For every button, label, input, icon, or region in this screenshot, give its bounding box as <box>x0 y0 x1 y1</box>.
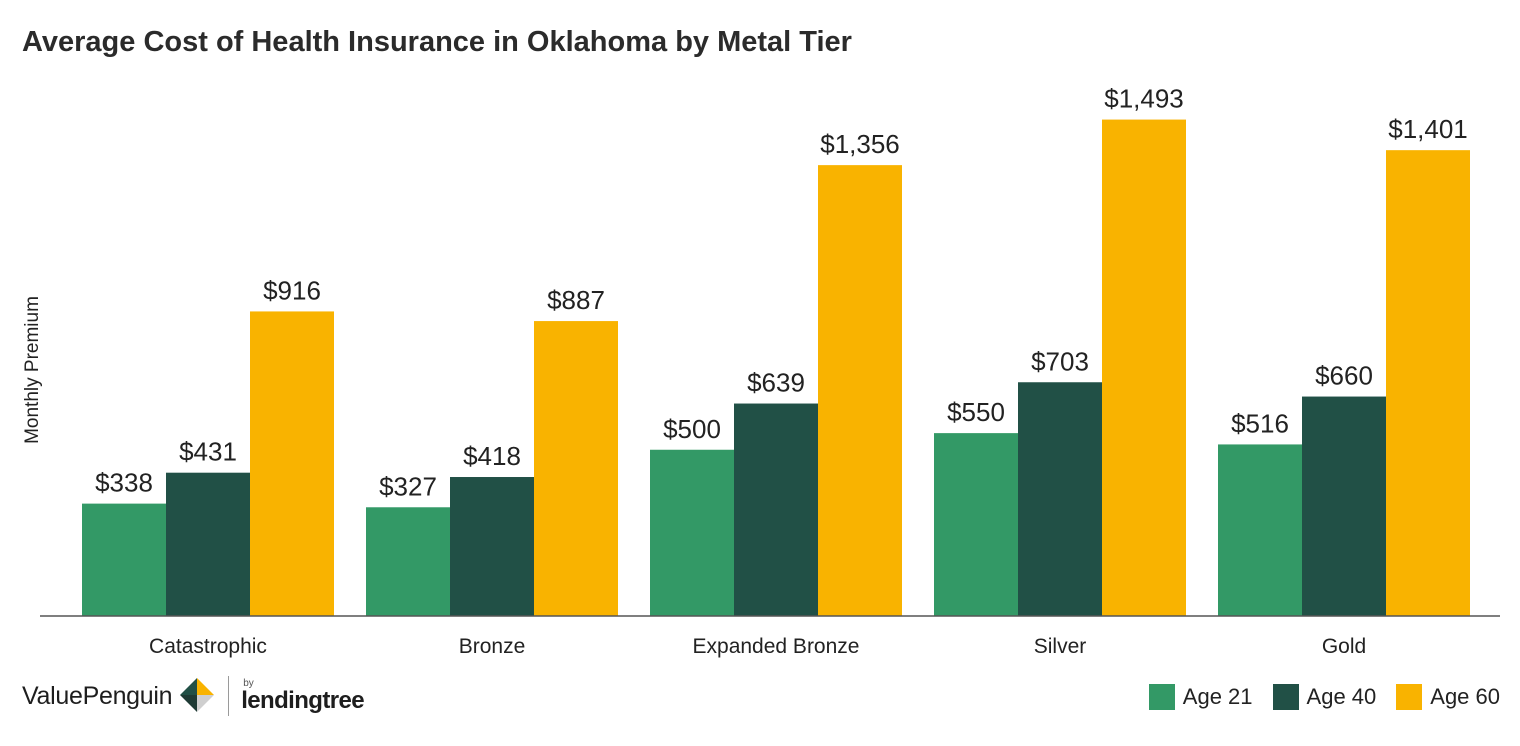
legend-label: Age 60 <box>1430 684 1500 709</box>
logo-divider <box>228 676 230 716</box>
legend-swatch <box>1396 684 1423 710</box>
legend-item: Age 40 <box>1272 684 1377 710</box>
bar-catastrophic-age-40 <box>166 472 250 616</box>
data-label: $418 <box>463 441 521 471</box>
data-label: $887 <box>547 285 605 315</box>
lendingtree-logo: by lendingtree <box>241 679 364 713</box>
bar-gold-age-60 <box>1386 150 1470 617</box>
bar-silver-age-60 <box>1102 119 1186 616</box>
data-label: $516 <box>1231 408 1289 438</box>
data-label: $660 <box>1315 361 1373 391</box>
data-label-group: $338 $431 $916 $327 $418 $887 $500 $639 $1,356 $5… <box>95 84 1468 502</box>
legend-item: Age 60 <box>1396 684 1500 710</box>
bar-group <box>82 119 1470 617</box>
bar-bronze-age-60 <box>534 321 618 616</box>
lendingtree-by: by <box>243 678 254 689</box>
chart-legend: Age 21 Age 40 Age 60 <box>1129 684 1500 710</box>
legend-label: Age 40 <box>1306 684 1377 709</box>
bar-gold-age-40 <box>1302 396 1386 616</box>
data-label: $1,401 <box>1388 114 1468 144</box>
category-label: Silver <box>1034 635 1087 658</box>
bar-expanded-bronze-age-40 <box>734 403 818 616</box>
category-label: Catastrophic <box>149 635 267 658</box>
data-label: $1,356 <box>820 129 900 159</box>
category-label: Gold <box>1322 635 1366 658</box>
data-label: $500 <box>663 414 721 444</box>
valuepenguin-logo-icon <box>180 678 215 712</box>
legend-swatch <box>1148 684 1175 710</box>
bar-bronze-age-40 <box>450 477 534 616</box>
y-axis-label: Monthly Premium <box>22 296 43 444</box>
bar-catastrophic-age-60 <box>250 311 334 616</box>
bar-bronze-age-21 <box>366 507 450 616</box>
bar-expanded-bronze-age-21 <box>650 449 734 616</box>
data-label: $431 <box>179 437 237 467</box>
category-label: Bronze <box>459 635 526 658</box>
data-label: $338 <box>95 468 153 498</box>
valuepenguin-wordmark: ValuePenguin <box>22 681 173 710</box>
data-label: $916 <box>263 275 321 305</box>
lendingtree-wordmark: lendingtree <box>241 687 364 714</box>
bar-silver-age-40 <box>1018 382 1102 616</box>
category-label-group: Catastrophic Bronze Expanded Bronze Silver G… <box>149 635 1366 658</box>
bar-gold-age-21 <box>1218 444 1302 616</box>
data-label: $639 <box>747 368 805 398</box>
legend-swatch <box>1272 684 1299 710</box>
chart-title: Average Cost of Health Insurance in Okla… <box>22 26 852 58</box>
category-label: Expanded Bronze <box>693 635 860 658</box>
data-label: $703 <box>1031 346 1089 376</box>
data-label: $550 <box>947 397 1005 427</box>
brand-logos: ValuePenguin by lendingtree <box>22 676 365 716</box>
bar-expanded-bronze-age-60 <box>818 165 902 616</box>
legend-item: Age 21 <box>1148 684 1253 710</box>
bar-silver-age-21 <box>934 433 1018 616</box>
data-label: $327 <box>379 471 437 501</box>
data-label: $1,493 <box>1104 84 1184 114</box>
legend-label: Age 21 <box>1182 684 1253 709</box>
bar-catastrophic-age-21 <box>82 503 166 616</box>
